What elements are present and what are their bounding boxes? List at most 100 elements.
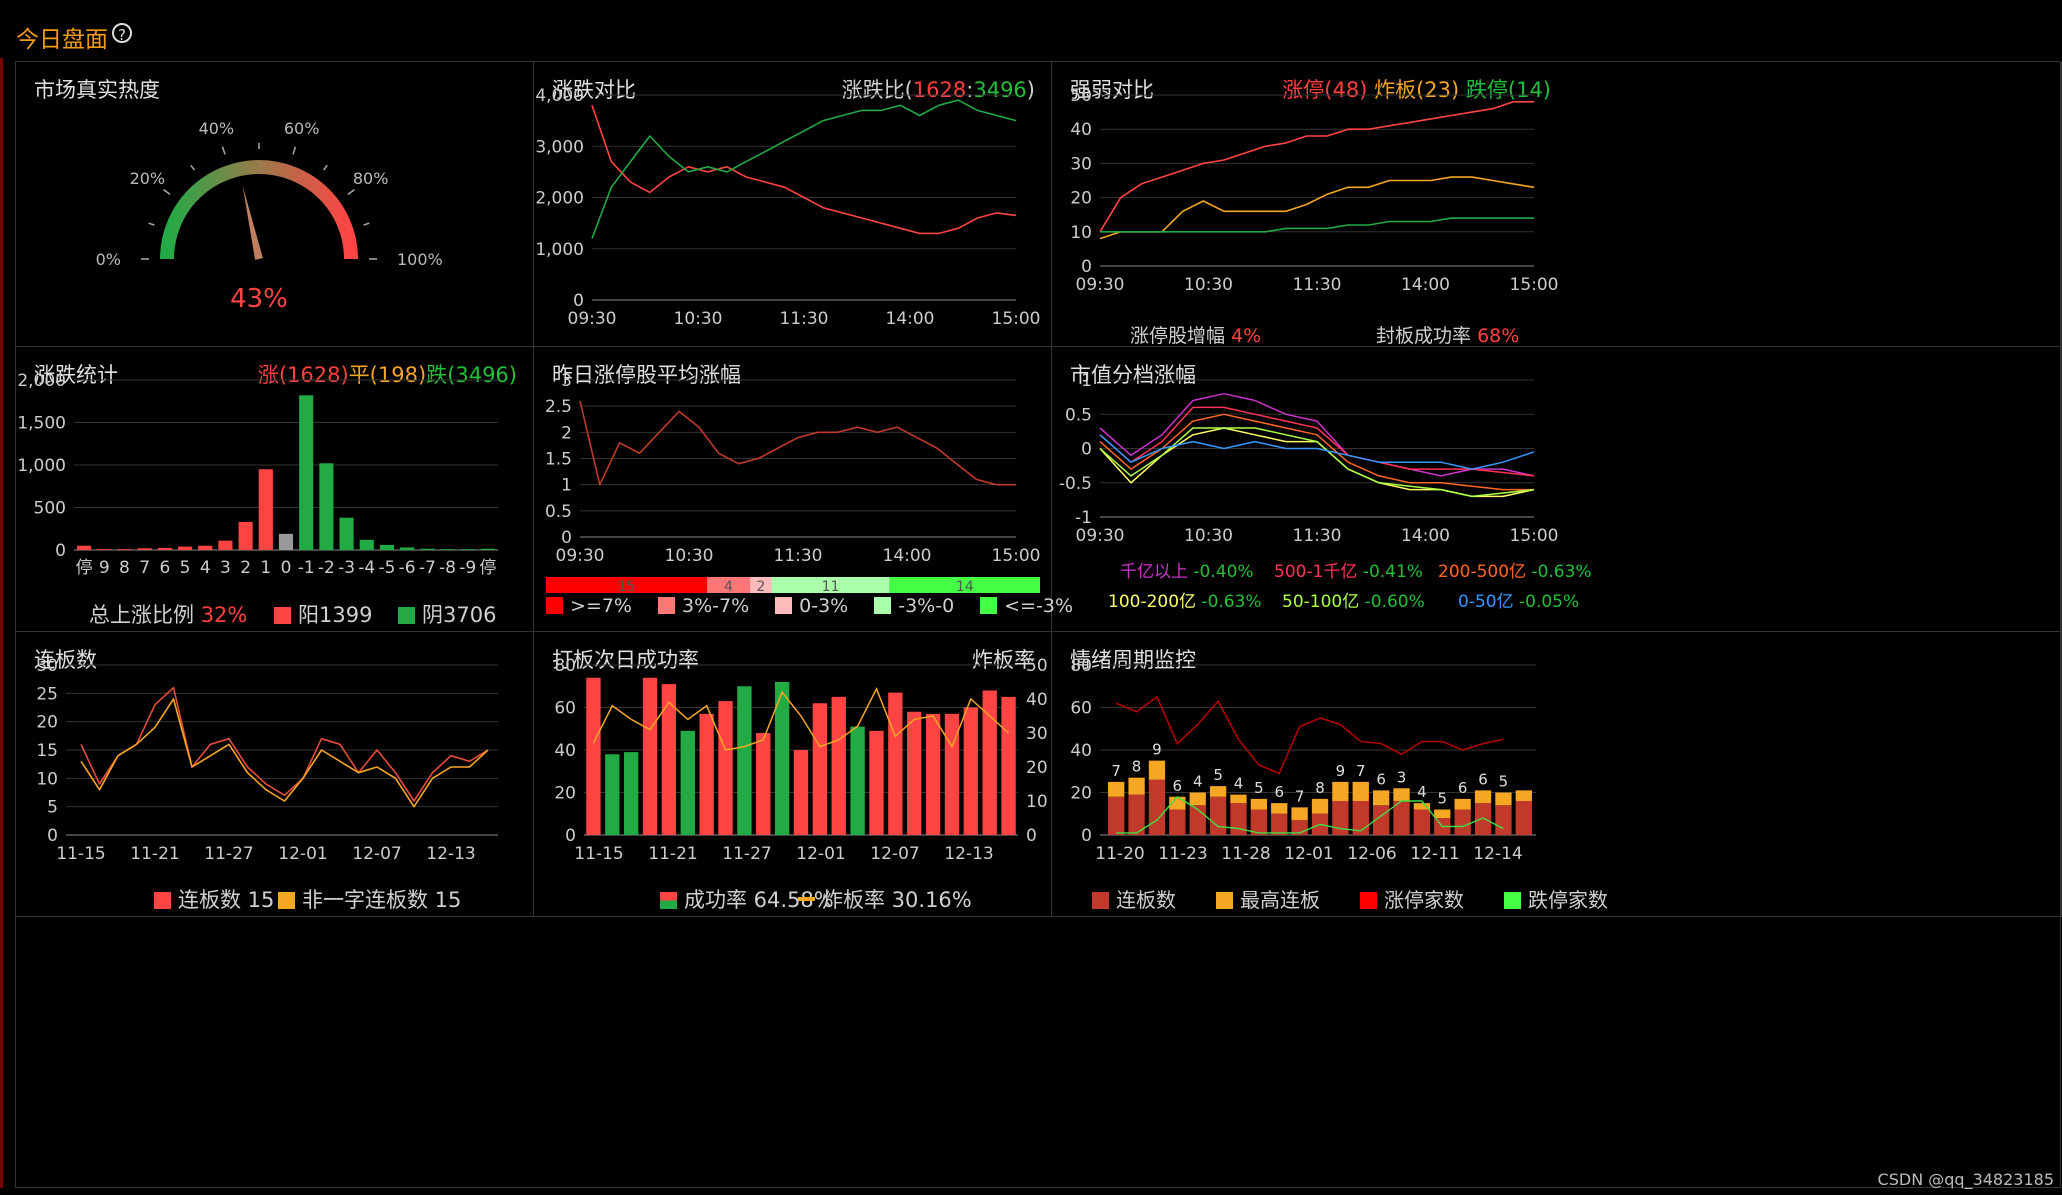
help-icon[interactable]: ?: [112, 23, 132, 44]
bar: [605, 754, 620, 835]
bar: [1108, 781, 1125, 797]
series-line: [80, 686, 489, 802]
up-ratio: 总上涨比例 32%: [89, 603, 248, 627]
panel-title: 涨跌统计: [34, 363, 118, 387]
y-tick-label: 1,000: [535, 240, 584, 260]
yang-swatch: [274, 607, 291, 624]
swatch: [980, 597, 998, 614]
yang-count: 阳1399: [274, 599, 372, 629]
cap-name: 千亿以上: [1120, 562, 1188, 582]
bar: [1352, 801, 1369, 835]
panel-title: 昨日涨停股平均涨幅: [552, 363, 741, 387]
bar: [1311, 798, 1329, 814]
x-tick-label: 11:30: [774, 546, 823, 566]
bar: [680, 730, 695, 835]
consecutive-limit-panel: 连板数 0 5 10 15 20 25 30 11-15 11-21 11-27 12-01 12-0…: [16, 632, 534, 917]
y2-tick-label: 10: [1026, 792, 1048, 812]
bar: [258, 469, 273, 550]
x-tick-label: 11-21: [130, 844, 179, 864]
cap-name: 200-500亿: [1438, 562, 1527, 582]
cap-legend-item: 50-100亿 -0.60%: [1282, 587, 1425, 612]
bar-label: 4: [1417, 783, 1427, 801]
bar: [177, 546, 193, 550]
x-tick-label: 11-23: [1158, 844, 1207, 864]
bar: [1332, 801, 1349, 835]
y-tick-label: 1,000: [17, 456, 66, 476]
bar: [774, 682, 790, 835]
bar: [869, 730, 884, 835]
x-tick-label: 6: [159, 558, 170, 578]
y-tick-label: 10: [1070, 223, 1092, 243]
x-tick-label: 12-11: [1410, 844, 1459, 864]
bar: [440, 549, 455, 550]
bar: [1271, 813, 1288, 835]
bar: [97, 549, 112, 550]
swatch: [660, 892, 677, 909]
limit-summary: 涨停(48) 炸板(23) 跌停(14): [1282, 78, 1551, 102]
next-day-success-panel: 打板次日成功率 炸板率 0 20 40 60 80 0 10 20 30 40 50 11-15 11-…: [534, 632, 1052, 917]
bar: [756, 733, 771, 835]
strength-compare-panel: 强弱对比 涨停(48) 炸板(23) 跌停(14) 0 10 20 30 40 50 09:…: [1052, 62, 2062, 347]
zt-count-line: [1115, 695, 1504, 775]
gauge-tick-label: 100%: [397, 250, 443, 269]
market-heat-panel: 市场真实热度 0% 20% 40% 60% 80% 100% 43%: [16, 62, 534, 347]
bar: [339, 517, 354, 550]
y-tick-label: 40: [1070, 741, 1092, 761]
x-tick-label: 11-20: [1095, 844, 1144, 864]
bar-label: 4: [1193, 773, 1203, 791]
bar-label: 6: [1173, 777, 1183, 795]
legend-item: 3%-7%: [657, 595, 749, 617]
bar: [359, 539, 374, 550]
y-tick-label: 0: [55, 541, 66, 561]
bar: [198, 545, 213, 550]
gauge-tick: [323, 164, 328, 171]
x-tick-label: -5: [378, 558, 395, 578]
swatch: [1092, 892, 1109, 909]
bar: [1128, 777, 1145, 795]
x-tick-label: -1: [298, 558, 315, 578]
x-tick-label: 1: [260, 558, 271, 578]
cap-name: 0-50亿: [1458, 592, 1514, 612]
range-segment: [771, 577, 890, 593]
bar: [460, 549, 475, 550]
bar-label: 4: [1234, 775, 1244, 793]
bar: [1454, 809, 1471, 835]
y-tick-label: 20: [36, 713, 58, 733]
bar: [1393, 801, 1410, 835]
bar: [925, 713, 941, 835]
rise-fall-compare-panel: 涨跌对比 涨跌比(1628:3496) 0 1,000 2,000 3,000 4,00…: [534, 62, 1052, 347]
bar: [1332, 781, 1349, 801]
y-tick-label: 0: [565, 826, 576, 846]
x-tick-label: 15:00: [992, 309, 1041, 329]
x-tick-label: -3: [338, 558, 355, 578]
bar: [1271, 803, 1288, 814]
y-tick-label: 0: [1081, 257, 1092, 277]
cap-legend-item: 千亿以上 -0.40%: [1120, 557, 1254, 582]
y-tick-label: 0: [573, 291, 584, 311]
bar: [963, 707, 978, 835]
bar: [699, 713, 714, 835]
gauge-tick: [363, 222, 370, 226]
x-tick-label: 7: [139, 558, 150, 578]
range-segment: [707, 577, 751, 593]
y-tick-label: 2: [561, 423, 572, 443]
x-tick-label: 11:30: [1293, 526, 1342, 546]
bar: [299, 395, 314, 550]
series-line: [80, 698, 489, 808]
x-tick-label: 11-27: [204, 844, 253, 864]
y-tick-label: 0: [561, 528, 572, 548]
bar: [1230, 794, 1247, 804]
cap-value: -0.63%: [1526, 562, 1592, 582]
gauge-tick: [221, 146, 226, 155]
y-tick-label: 30: [1070, 154, 1092, 174]
y-tick-label: 40: [1070, 120, 1092, 140]
swatch: [775, 597, 793, 614]
y2-tick-label: 30: [1026, 724, 1048, 744]
series-line: [1099, 434, 1535, 470]
y-tick-label: 30: [36, 656, 58, 676]
break-rate-line: [592, 686, 1010, 751]
x-tick-label: 10:30: [665, 546, 714, 566]
x-tick-label: 15:00: [1510, 275, 1559, 295]
bar-label: 9: [1336, 762, 1346, 780]
legend-item: 0-3%: [775, 595, 848, 617]
